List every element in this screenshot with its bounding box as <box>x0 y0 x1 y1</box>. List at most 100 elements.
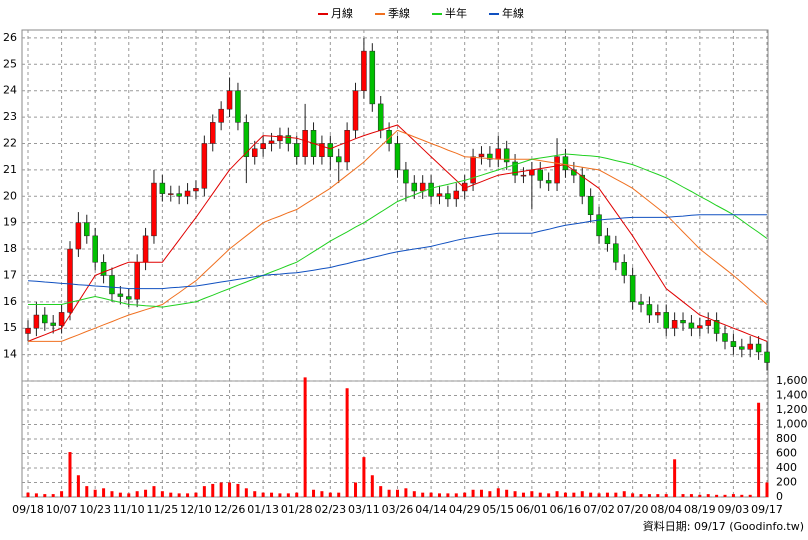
candle-body <box>168 193 174 195</box>
x-tick-label: 01/13 <box>247 503 279 516</box>
volume-bar <box>144 489 148 497</box>
candle-body <box>42 314 48 324</box>
volume-bar <box>312 489 316 497</box>
candle-body <box>235 90 241 123</box>
x-tick-label: 07/20 <box>617 503 649 516</box>
candle-body <box>537 169 544 181</box>
volume-bar <box>437 493 441 497</box>
volume-bar <box>160 491 164 497</box>
candle-body <box>134 261 140 300</box>
ma-line <box>28 129 768 342</box>
volume-bar <box>211 483 215 497</box>
candle-body <box>377 103 384 131</box>
candle-body <box>655 312 661 316</box>
x-tick-label: 07/02 <box>583 503 615 516</box>
y-tick-label: 26 <box>3 31 17 44</box>
volume-bar <box>479 489 483 497</box>
volume-bar <box>228 482 232 497</box>
volume-bar <box>496 488 500 497</box>
candle-body <box>730 341 737 347</box>
volume-bar <box>639 494 643 497</box>
candle-body <box>117 293 124 297</box>
volume-bar <box>102 488 106 497</box>
volume-bar <box>757 402 761 497</box>
volume-bar <box>135 491 139 497</box>
candle-body <box>176 193 182 197</box>
volume-bar <box>270 492 274 497</box>
volume-bar <box>446 493 450 497</box>
volume-bar <box>731 494 735 497</box>
y2-tick-label: 800 <box>776 432 797 445</box>
y2-tick-label: 0 <box>776 490 783 503</box>
candle-body <box>545 180 552 184</box>
volume-bar <box>715 494 719 497</box>
volume-bar <box>580 491 584 497</box>
volume-bar <box>85 486 89 497</box>
candle-body <box>478 153 485 157</box>
x-tick-label: 05/15 <box>482 503 514 516</box>
candle-body <box>210 122 216 144</box>
volume-bar <box>328 492 332 497</box>
candle-body <box>764 351 770 363</box>
y2-tick-label: 600 <box>776 447 797 460</box>
y-tick-label: 19 <box>3 216 17 229</box>
candle-body <box>428 182 434 197</box>
y-tick-label: 18 <box>3 242 17 255</box>
volume-bar <box>93 489 97 497</box>
candle-body <box>512 161 518 176</box>
candle-body <box>243 122 250 157</box>
candle-body <box>293 143 300 157</box>
volume-bar <box>244 488 248 497</box>
candle-body <box>361 50 367 91</box>
volume-bar <box>396 489 399 497</box>
volume-bar <box>505 489 509 497</box>
x-tick-label: 10/23 <box>79 503 111 516</box>
volume-bar <box>362 457 366 497</box>
y-tick-label: 21 <box>3 163 17 176</box>
x-tick-label: 12/26 <box>214 503 246 516</box>
volume-bar <box>76 475 80 497</box>
candle-body <box>335 156 342 163</box>
candle-body <box>436 193 443 197</box>
volume-bar <box>555 491 559 497</box>
volume-bar <box>286 493 290 497</box>
volume-bar <box>463 492 467 497</box>
volume-bar <box>488 491 492 497</box>
volume-bar <box>471 489 475 497</box>
candle-body <box>100 261 107 276</box>
candle-body <box>193 188 199 192</box>
candle-body <box>67 248 73 313</box>
volume-bar <box>345 388 349 497</box>
volume-bar <box>530 491 534 497</box>
candle-body <box>142 235 149 263</box>
volume-bar <box>169 492 173 497</box>
candle-body <box>453 190 460 200</box>
candle-body <box>369 50 376 105</box>
candle-body <box>50 322 56 326</box>
x-tick-label: 01/28 <box>281 503 313 516</box>
x-tick-label: 03/26 <box>382 503 414 516</box>
candle-body <box>629 275 636 303</box>
candle-body <box>151 182 157 237</box>
candle-body <box>352 90 359 131</box>
volume-bar <box>43 494 47 497</box>
y-tick-label: 14 <box>3 348 17 361</box>
volume-bar <box>673 459 677 497</box>
volume-bar <box>706 494 710 497</box>
volume-bar <box>26 492 30 497</box>
volume-bar <box>681 494 685 497</box>
volume-bar <box>110 491 114 497</box>
candle-body <box>663 312 669 329</box>
y-tick-label: 16 <box>3 295 17 308</box>
candle-body <box>344 130 350 163</box>
candle-body <box>92 235 98 263</box>
candle-body <box>218 108 224 123</box>
candle-body <box>25 327 31 334</box>
candle-body <box>319 143 325 157</box>
volume-bar <box>303 377 307 497</box>
candle-body <box>277 135 283 142</box>
x-tick-label: 06/01 <box>516 503 548 516</box>
volume-bar <box>454 493 458 497</box>
candle-body <box>419 182 426 192</box>
